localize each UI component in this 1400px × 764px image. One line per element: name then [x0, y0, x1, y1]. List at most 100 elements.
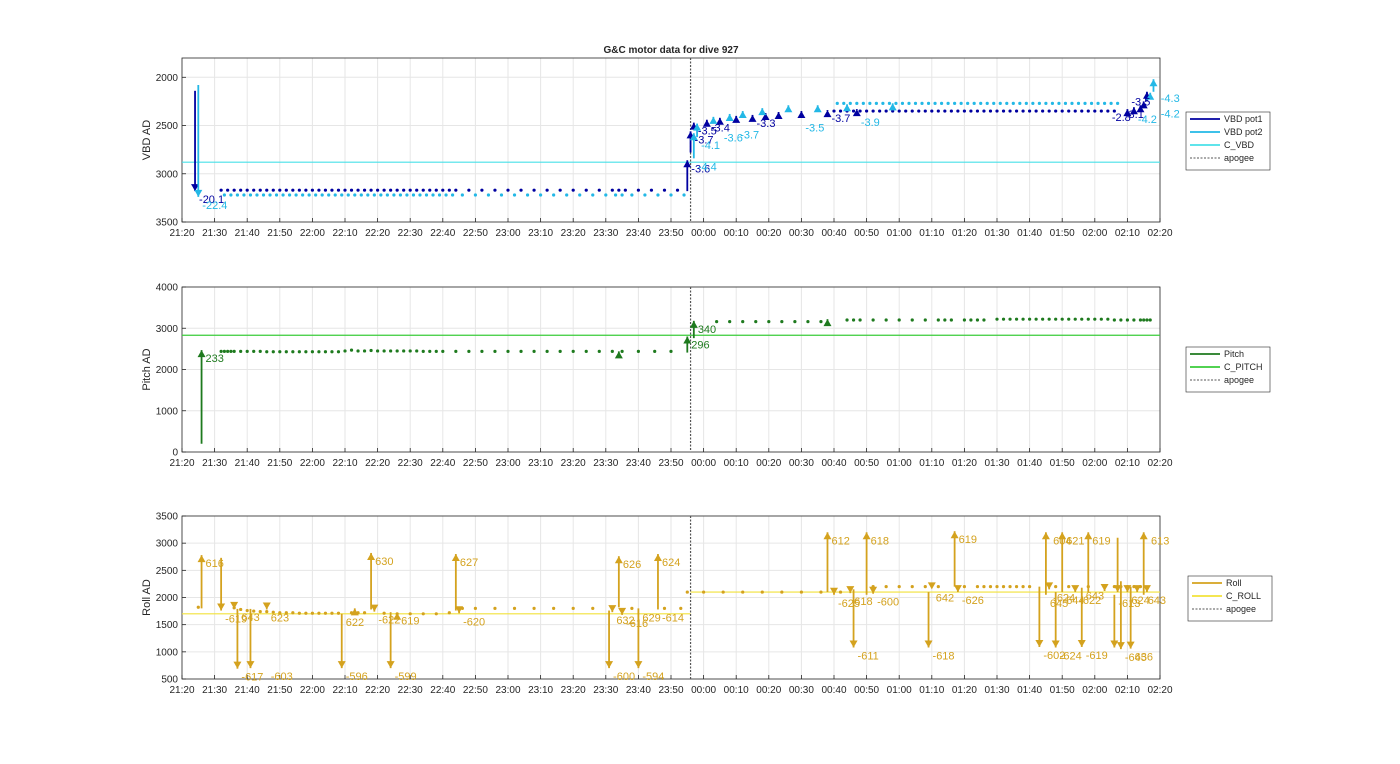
data-point	[382, 349, 386, 353]
legend-box	[1185, 111, 1271, 171]
data-label: -624	[1053, 592, 1075, 604]
move-arrowhead	[683, 160, 692, 168]
data-point	[1099, 109, 1103, 113]
move-arrowhead	[1129, 107, 1138, 115]
data-point	[389, 188, 393, 192]
data-point	[848, 101, 852, 105]
data-point	[897, 318, 901, 322]
data-point	[1060, 317, 1064, 321]
data-label: -599	[395, 671, 417, 683]
y-tick-label: 3000	[156, 539, 179, 550]
data-point	[1089, 101, 1094, 105]
data-point	[229, 193, 233, 197]
y-axis-label: VBD AD	[141, 120, 153, 160]
x-tick-label: 01:00	[887, 685, 912, 696]
data-point	[392, 193, 396, 197]
data-point	[447, 188, 451, 192]
x-tick-label: 00:40	[821, 458, 846, 469]
data-point	[591, 193, 595, 197]
data-point	[552, 193, 556, 197]
data-point	[1067, 317, 1071, 321]
data-point	[610, 349, 614, 353]
x-tick-label: 23:20	[561, 458, 586, 469]
data-point	[1076, 101, 1081, 105]
data-point	[323, 611, 328, 615]
move-arrowhead	[370, 604, 379, 612]
data-label: 604	[1053, 535, 1071, 547]
data-point	[1028, 109, 1032, 113]
data-point	[1073, 109, 1077, 113]
data-point	[1125, 318, 1129, 322]
x-tick-label: 02:20	[1147, 458, 1172, 469]
data-point	[539, 193, 543, 197]
legend-entry: Pitch	[1224, 349, 1244, 359]
data-label: 627	[460, 557, 478, 569]
move-arrowhead	[197, 350, 206, 358]
data-point	[630, 606, 634, 610]
data-point	[1008, 317, 1012, 321]
data-point	[314, 193, 318, 197]
data-point	[923, 585, 927, 589]
x-tick-label: 21:50	[267, 685, 292, 696]
data-label: -3.3	[757, 118, 776, 130]
data-point	[366, 193, 370, 197]
data-point	[623, 188, 627, 192]
x-tick-label: 21:50	[267, 458, 292, 469]
data-point	[653, 349, 657, 353]
data-point	[317, 350, 321, 354]
data-point	[411, 193, 416, 197]
x-tick-label: 00:40	[821, 228, 846, 239]
data-point	[330, 611, 334, 615]
data-point	[835, 101, 839, 105]
move-arrowhead	[618, 607, 627, 615]
data-point	[1021, 585, 1025, 589]
data-point	[819, 590, 823, 594]
move-arrowhead	[715, 117, 724, 125]
data-point	[222, 193, 226, 197]
data-point	[1060, 109, 1064, 113]
data-label: -3.9	[861, 117, 880, 129]
data-label: -3.5	[698, 126, 717, 138]
x-tick-label: 00:50	[854, 228, 879, 239]
data-point	[1148, 318, 1152, 322]
data-point	[532, 349, 536, 353]
data-point	[741, 320, 745, 324]
data-point	[317, 188, 321, 192]
data-point	[728, 320, 732, 324]
move-arrowhead	[1126, 641, 1135, 649]
move-arrowhead	[1123, 585, 1132, 593]
y-tick-label: 3000	[156, 324, 179, 335]
legend-entry: VBD pot2	[1224, 127, 1263, 137]
data-label: -3.7	[831, 113, 850, 125]
x-tick-label: 21:40	[235, 458, 260, 469]
x-tick-label: 00:40	[821, 685, 846, 696]
data-point	[304, 188, 308, 192]
data-point	[558, 349, 562, 353]
data-point	[780, 590, 784, 594]
data-point	[379, 193, 383, 197]
data-point	[819, 320, 823, 324]
x-tick-label: 23:40	[626, 458, 651, 469]
data-point	[799, 590, 804, 594]
x-tick-label: 22:20	[365, 458, 390, 469]
x-tick-label: 01:00	[887, 458, 912, 469]
data-point	[486, 193, 491, 197]
data-point	[845, 318, 849, 322]
data-point	[1096, 101, 1100, 105]
data-point	[274, 193, 279, 197]
data-label: 643	[241, 612, 259, 624]
data-point	[1067, 585, 1071, 589]
legend-entry: apogee	[1224, 153, 1254, 163]
data-point	[806, 320, 810, 324]
data-point	[1008, 585, 1012, 589]
data-point	[284, 350, 288, 354]
data-point	[480, 349, 484, 353]
data-point	[385, 193, 389, 197]
data-point	[832, 109, 836, 113]
data-point	[1106, 317, 1110, 321]
data-point	[219, 188, 223, 192]
data-point	[372, 193, 376, 197]
data-point	[861, 101, 865, 105]
data-point	[913, 101, 918, 105]
data-point	[343, 349, 347, 353]
